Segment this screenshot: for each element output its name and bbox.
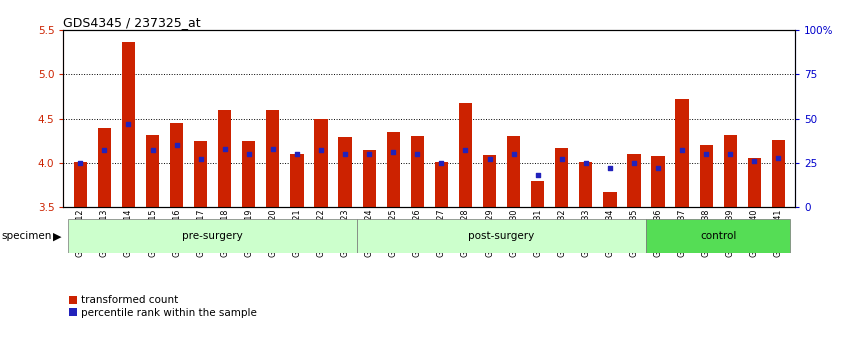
Bar: [315, 119, 327, 207]
Bar: [363, 149, 376, 207]
Point: [290, 151, 304, 157]
Bar: [603, 192, 617, 207]
Text: pre-surgery: pre-surgery: [183, 231, 243, 241]
Bar: [748, 158, 761, 207]
Bar: [580, 162, 592, 207]
Point: [748, 158, 761, 164]
Text: control: control: [700, 231, 736, 241]
Bar: [723, 136, 737, 207]
Point: [723, 151, 737, 157]
Point: [555, 156, 569, 162]
Point: [603, 165, 617, 171]
Point: [675, 148, 689, 153]
Bar: [74, 162, 87, 207]
Bar: [700, 145, 713, 207]
Bar: [338, 137, 352, 207]
Bar: [387, 132, 400, 207]
Bar: [646, 219, 790, 253]
Point: [700, 151, 713, 157]
Text: GDS4345 / 237325_at: GDS4345 / 237325_at: [63, 16, 201, 29]
Point: [387, 149, 400, 155]
Bar: [628, 154, 640, 207]
Point: [338, 151, 352, 157]
Point: [314, 148, 327, 153]
Text: ▶: ▶: [53, 232, 62, 241]
Point: [459, 148, 472, 153]
Bar: [146, 136, 159, 207]
Bar: [194, 141, 207, 207]
Bar: [98, 129, 111, 207]
Point: [97, 148, 111, 153]
Point: [410, 151, 424, 157]
Point: [627, 160, 640, 166]
Point: [435, 160, 448, 166]
Point: [362, 151, 376, 157]
Bar: [772, 140, 785, 207]
Bar: [675, 99, 689, 207]
Point: [507, 151, 520, 157]
Point: [579, 160, 592, 166]
Bar: [122, 42, 135, 207]
Bar: [170, 123, 184, 207]
Point: [146, 148, 159, 153]
Text: specimen: specimen: [2, 232, 52, 241]
Bar: [218, 110, 231, 207]
Bar: [290, 154, 304, 207]
Point: [242, 151, 255, 157]
Bar: [507, 136, 520, 207]
Point: [483, 156, 497, 162]
Point: [266, 146, 280, 152]
Bar: [483, 155, 496, 207]
Legend: transformed count, percentile rank within the sample: transformed count, percentile rank withi…: [69, 296, 257, 318]
Bar: [459, 103, 472, 207]
Point: [122, 121, 135, 127]
Point: [218, 146, 232, 152]
Bar: [266, 110, 279, 207]
Bar: [435, 162, 448, 207]
Point: [74, 160, 87, 166]
Bar: [651, 156, 665, 207]
Point: [170, 142, 184, 148]
Point: [651, 165, 665, 171]
Bar: [242, 141, 255, 207]
Point: [194, 156, 207, 162]
Bar: [357, 219, 646, 253]
Bar: [531, 181, 544, 207]
Bar: [69, 219, 357, 253]
Bar: [555, 148, 569, 207]
Point: [531, 172, 545, 178]
Bar: [410, 136, 424, 207]
Text: post-surgery: post-surgery: [469, 231, 535, 241]
Point: [772, 155, 785, 160]
